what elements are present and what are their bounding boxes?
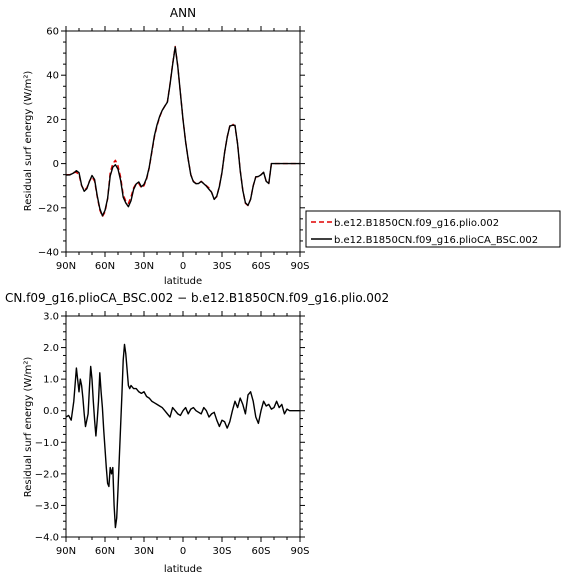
bottom-panel-ylabel: Residual surf energy (W/m²)	[23, 357, 34, 498]
bottom-panel-xtick-label: 0	[180, 546, 186, 557]
bottom-panel-xtick-label: 90N	[56, 546, 76, 557]
top-panel-legend: b.e12.B1850CN.f09_g16.plio.002 b.e12.B18…	[305, 210, 561, 248]
bottom-panel-title: CN.f09_g16.plioCA_BSC.002 − b.e12.B1850C…	[5, 291, 389, 305]
bottom-panel-xtick-label: 60N	[95, 546, 115, 557]
legend-label-plioCA: b.e12.B1850CN.f09_g16.plioCA_BSC.002	[334, 235, 538, 246]
top-panel-ytick-label: 0	[53, 159, 59, 170]
top-panel-ytick-label: 40	[46, 71, 59, 82]
top-panel-ytick-label: 20	[46, 115, 59, 126]
top-panel-xlabel: latitude	[164, 276, 202, 287]
top-panel-series-line-1	[65, 46, 300, 217]
top-panel: ANN 90N 60N 30N 0 30S 60S 90S −40 −20 0 20 40 60 lat…	[23, 6, 561, 287]
bottom-panel-series-line-0	[65, 343, 300, 529]
bottom-panel-ytick-label: 0.0	[43, 406, 59, 417]
top-panel-series	[65, 45, 300, 218]
bottom-panel-axes: 90N 60N 30N 0 30S 60S 90S −4.0 −3.0 −2.0 −1.0 0.0 1.…	[35, 311, 310, 557]
bottom-panel-ytick-label: −1.0	[35, 438, 59, 449]
bottom-panel-xtick-label: 90S	[290, 546, 309, 557]
top-panel-ytick-label: 60	[46, 27, 59, 38]
top-panel-title: ANN	[170, 6, 196, 20]
bottom-panel-ytick-label: 3.0	[43, 312, 59, 323]
top-panel-xtick-label: 30N	[134, 261, 154, 272]
top-panel-xtick-label: 60N	[95, 261, 115, 272]
bottom-panel-ytick-label: −3.0	[35, 501, 59, 512]
top-panel-xtick-label: 90S	[290, 261, 309, 272]
top-panel-axes: 90N 60N 30N 0 30S 60S 90S −40 −20 0 20 40 60	[38, 26, 310, 272]
legend-label-plio: b.e12.B1850CN.f09_g16.plio.002	[334, 218, 499, 229]
bottom-panel-xtick-label: 30S	[212, 546, 231, 557]
bottom-panel: CN.f09_g16.plioCA_BSC.002 − b.e12.B1850C…	[5, 291, 389, 575]
top-panel-xtick-label: 90N	[56, 261, 76, 272]
bottom-panel-ytick-label: −4.0	[35, 533, 59, 544]
top-panel-ytick-label: −40	[38, 248, 59, 259]
top-panel-xtick-label: 60S	[251, 261, 270, 272]
top-panel-xtick-label: 30S	[212, 261, 231, 272]
bottom-panel-xlabel: latitude	[164, 564, 202, 575]
top-panel-ytick-label: −20	[38, 203, 59, 214]
bottom-panel-ytick-label: 1.0	[43, 375, 59, 386]
bottom-panel-xtick-label: 30N	[134, 546, 154, 557]
bottom-panel-series	[65, 343, 300, 529]
bottom-panel-ytick-label: 2.0	[43, 343, 59, 354]
bottom-panel-ytick-label: −2.0	[35, 469, 59, 480]
top-panel-xtick-label: 0	[180, 261, 186, 272]
legend-box	[305, 210, 561, 248]
top-panel-ylabel: Residual surf energy (W/m²)	[23, 71, 34, 212]
bottom-panel-xtick-label: 60S	[251, 546, 270, 557]
